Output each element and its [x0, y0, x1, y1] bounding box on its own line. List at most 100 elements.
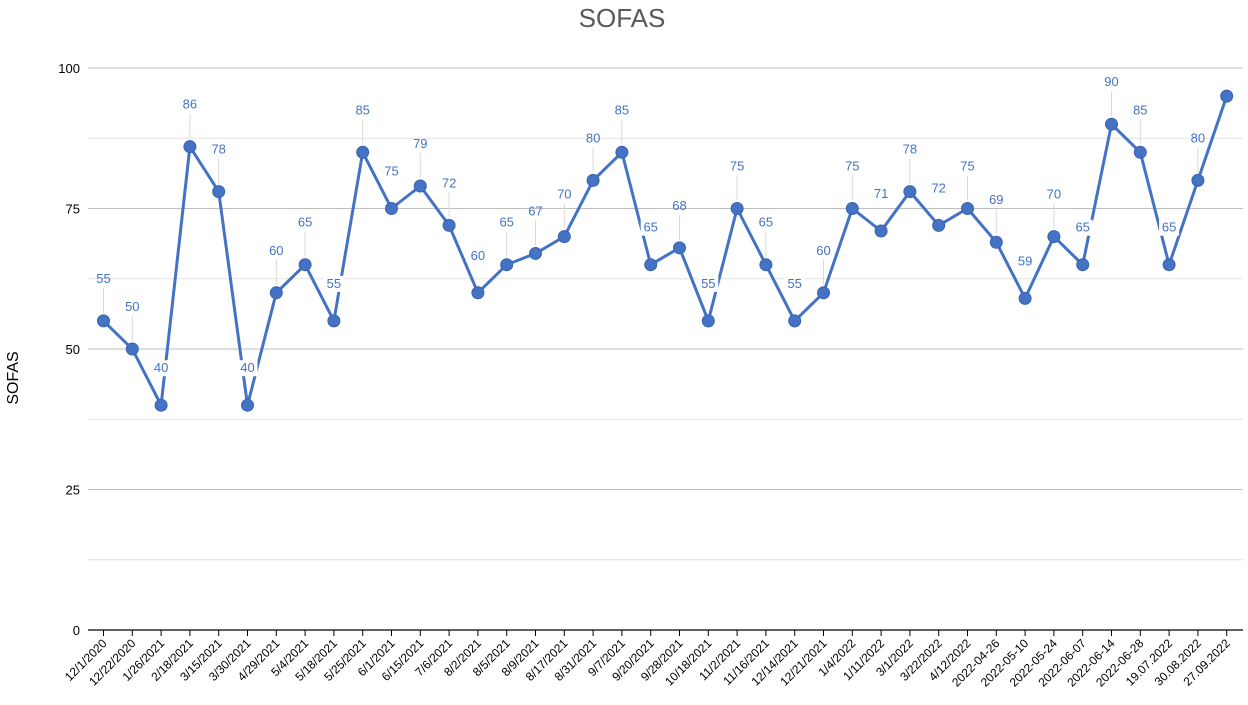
data-labels: 55 50 40 86 78 40 60 65 55 85 75 79 72 60 65 67 70 80 85 65…	[96, 74, 1205, 377]
data-label-bg	[640, 219, 661, 236]
data-label-bg	[381, 163, 402, 180]
data-label-bg	[784, 275, 805, 292]
data-point	[529, 246, 542, 260]
data-label: 55	[787, 276, 801, 291]
data-point	[759, 258, 773, 272]
data-point	[327, 314, 341, 328]
data-point	[241, 398, 254, 412]
data-label: 40	[154, 360, 168, 375]
data-label-bg	[928, 180, 949, 197]
data-label: 85	[355, 102, 369, 117]
data-point	[212, 185, 226, 199]
data-point	[903, 185, 917, 199]
data-point	[1018, 291, 1032, 305]
series-line	[102, 95, 1229, 407]
y-tick-label: 25	[66, 483, 80, 498]
data-label-bg	[467, 247, 488, 264]
data-label: 60	[816, 243, 830, 258]
data-point	[1162, 258, 1176, 272]
data-label: 75	[845, 159, 859, 174]
data-label: 65	[643, 220, 657, 235]
data-point	[500, 258, 514, 272]
data-label: 78	[903, 142, 917, 157]
data-label-bg	[237, 360, 258, 377]
series-polyline	[102, 95, 1229, 407]
data-point	[298, 258, 312, 272]
data-label: 70	[557, 187, 571, 202]
data-label: 86	[183, 97, 197, 112]
data-label-bg	[323, 275, 344, 292]
gridlines	[88, 67, 1243, 561]
data-label: 90	[1104, 74, 1118, 89]
data-point	[615, 145, 629, 159]
data-label: 60	[269, 243, 283, 258]
data-points	[97, 89, 1234, 412]
data-label: 75	[384, 164, 398, 179]
data-label: 80	[1191, 130, 1205, 145]
data-label-bg	[698, 275, 719, 292]
data-label: 72	[442, 175, 456, 190]
data-point	[125, 342, 139, 356]
data-label: 71	[874, 186, 888, 201]
data-point	[269, 286, 283, 300]
data-label: 40	[240, 360, 254, 375]
y-tick-label: 50	[66, 342, 80, 357]
data-label: 50	[125, 299, 139, 314]
data-label: 75	[730, 159, 744, 174]
chart-title: SOFAS	[579, 3, 666, 33]
data-point	[989, 235, 1003, 249]
data-label: 65	[1075, 220, 1089, 235]
data-label: 65	[1162, 220, 1176, 235]
data-label: 72	[931, 180, 945, 195]
data-label-bg	[871, 185, 892, 202]
data-label: 75	[960, 159, 974, 174]
data-point	[1191, 173, 1205, 187]
data-point	[932, 218, 946, 232]
data-point	[730, 202, 744, 215]
y-axis-label: SOFAS	[5, 351, 22, 404]
data-point	[673, 241, 686, 255]
x-axis	[88, 629, 1243, 636]
data-point	[644, 258, 658, 272]
data-label: 65	[298, 215, 312, 230]
y-tick-label: 100	[58, 61, 80, 76]
data-point	[817, 286, 830, 300]
data-point	[557, 230, 571, 244]
data-point	[385, 202, 398, 215]
data-point	[1220, 89, 1234, 103]
data-point	[1105, 117, 1118, 131]
data-point	[788, 314, 802, 328]
data-point	[471, 286, 485, 300]
data-point	[1047, 230, 1061, 244]
data-label: 68	[672, 198, 686, 213]
y-tick-label: 75	[66, 202, 80, 217]
data-point	[154, 398, 168, 412]
data-point	[701, 314, 715, 328]
data-label: 55	[701, 276, 715, 291]
data-label-bg	[151, 360, 172, 377]
data-label: 79	[413, 136, 427, 151]
data-point	[1133, 145, 1147, 159]
x-tick-labels: 12/1/202012/22/20201/26/20212/18/20213/1…	[62, 636, 1233, 690]
data-label: 85	[1133, 102, 1147, 117]
data-point	[586, 173, 600, 187]
data-label: 55	[96, 271, 110, 286]
data-label: 78	[211, 142, 225, 157]
data-label: 80	[586, 130, 600, 145]
data-point	[183, 140, 197, 154]
data-label: 70	[1047, 187, 1061, 202]
data-label: 59	[1018, 253, 1032, 268]
data-point	[356, 145, 370, 159]
data-label-bg	[1015, 253, 1036, 270]
data-point	[442, 218, 456, 232]
data-point	[874, 224, 888, 238]
data-point	[413, 179, 427, 193]
y-tick-label: 0	[73, 623, 80, 638]
data-label: 55	[327, 276, 341, 291]
data-label: 67	[528, 203, 542, 218]
data-label: 65	[499, 215, 513, 230]
data-point	[97, 314, 110, 328]
data-label: 65	[759, 215, 773, 230]
data-label: 85	[615, 102, 629, 117]
